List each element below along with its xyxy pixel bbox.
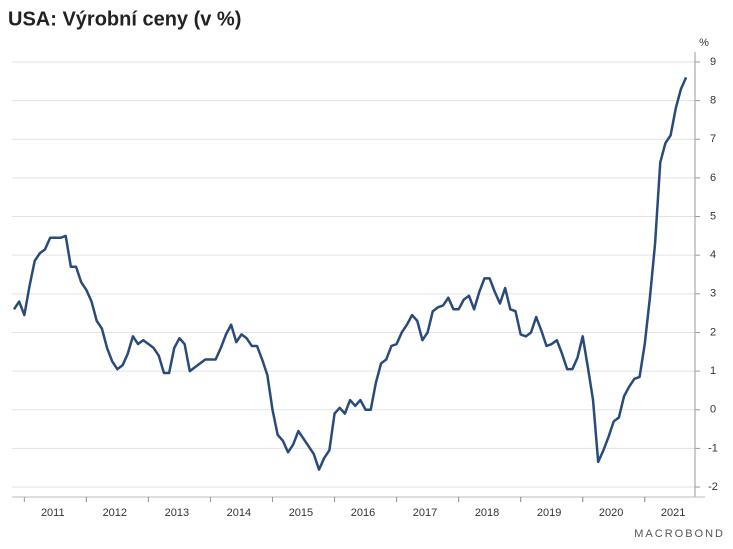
y-unit: % [699, 37, 709, 49]
x-tick-label: 2021 [661, 507, 685, 519]
y-tick-label: 5 [710, 210, 716, 222]
y-tick-label: 2 [710, 326, 716, 338]
y-tick-label: 3 [710, 288, 716, 300]
data-line [12, 76, 688, 471]
x-tick-label: 2017 [413, 507, 437, 519]
x-tick-label: 2014 [227, 507, 251, 519]
y-tick-label: 7 [710, 133, 716, 145]
y-tick-label: 9 [710, 56, 716, 68]
source-logo: MACROBOND [634, 528, 725, 540]
x-tick-label: 2020 [599, 507, 623, 519]
x-tick-label: 2019 [537, 507, 561, 519]
y-tick-label: 8 [710, 95, 716, 107]
y-tick-label: 6 [710, 172, 716, 184]
x-tick-label: 2015 [289, 507, 313, 519]
x-tick-label: 2016 [351, 507, 375, 519]
x-tick-label: 2018 [475, 507, 499, 519]
y-tick-label: 4 [710, 249, 716, 261]
y-tick-label: 0 [710, 404, 716, 416]
x-tick-label: 2012 [103, 507, 127, 519]
y-tick-label: 1 [710, 365, 716, 377]
x-tick-label: 2011 [41, 507, 65, 519]
x-tick-label: 2013 [165, 507, 189, 519]
chart-title: USA: Výrobní ceny (v %) [8, 8, 241, 30]
y-tick-label: -2 [708, 481, 718, 493]
y-tick-label: -1 [708, 442, 718, 454]
